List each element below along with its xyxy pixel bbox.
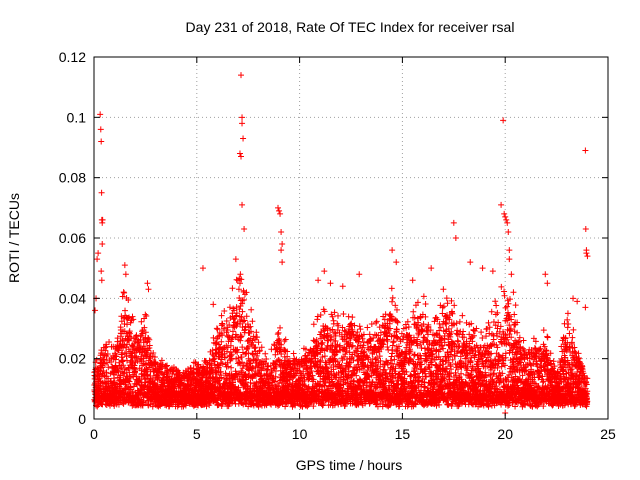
data-point [106,338,113,345]
data-point [118,318,125,325]
data-point [92,381,99,388]
data-point [132,366,139,373]
data-point [120,362,127,369]
data-point [146,342,153,349]
data-point [101,372,108,379]
data-point [146,336,153,343]
data-point [119,358,126,365]
data-point [126,330,133,337]
data-point [120,344,127,351]
data-point [101,356,108,363]
data-points [91,72,591,416]
data-point [138,318,145,325]
data-point [113,353,120,360]
data-point [150,349,157,356]
data-point [124,341,131,348]
data-point [121,289,128,296]
data-point [102,347,109,354]
data-point [187,364,194,371]
data-point [119,337,126,344]
data-point [120,370,127,377]
data-point [119,293,126,300]
data-point [112,356,119,363]
data-point [124,321,131,328]
data-point [126,378,133,385]
data-point [130,316,137,323]
data-point [129,388,136,395]
data-point [133,354,140,361]
data-point [164,362,171,369]
data-point [143,312,150,319]
data-point [115,399,122,406]
data-point [131,362,138,369]
data-point [126,329,133,336]
data-point [107,370,114,377]
data-point [127,374,134,381]
data-point [151,353,158,360]
data-point [142,311,149,318]
data-point [163,363,170,370]
data-point [140,355,147,362]
data-point [129,313,136,320]
data-point [158,357,165,364]
data-point [169,368,176,375]
data-point [192,387,199,394]
data-point [142,360,149,367]
data-point [125,337,132,344]
data-point [141,376,148,383]
data-point [104,351,111,358]
data-point [114,335,121,342]
data-point [143,339,150,346]
data-point [94,403,101,410]
data-point [142,329,149,336]
data-point [115,347,122,354]
data-point [141,324,148,331]
data-point [125,296,132,303]
data-point [123,353,130,360]
